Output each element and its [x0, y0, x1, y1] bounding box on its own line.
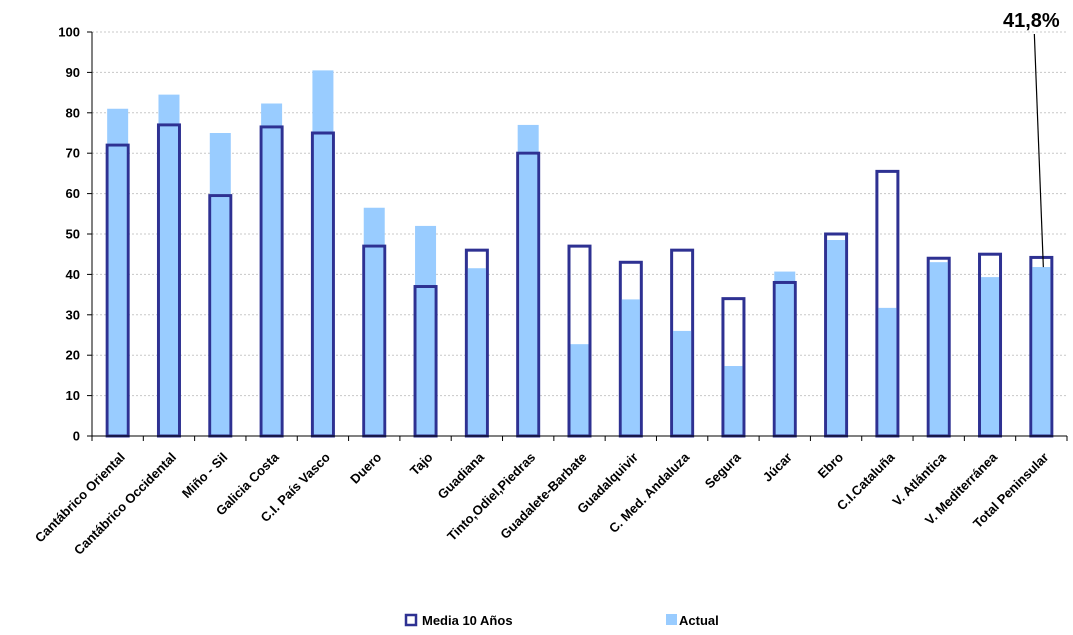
- bar-actual-inner: [827, 240, 846, 435]
- axes: [87, 31, 1068, 441]
- x-tick-label: Tajo: [407, 449, 436, 478]
- y-tick-label: 80: [66, 105, 80, 120]
- annotation: 41,8%: [1003, 10, 1060, 268]
- legend-swatch-media: [404, 613, 418, 627]
- y-tick-label: 100: [58, 25, 80, 40]
- x-tick-label: Duero: [347, 449, 384, 486]
- bar-actual-inner: [262, 128, 281, 435]
- x-tick-label: Guadiana: [434, 449, 487, 502]
- annotation-label: 41,8%: [1003, 10, 1060, 32]
- y-tick-label: 0: [73, 429, 80, 444]
- y-tick-labels: 0 10 20 30 40 50 60 70 80 90 100: [58, 25, 80, 444]
- bar-actual-inner: [519, 154, 538, 435]
- y-tick-label: 40: [66, 267, 80, 282]
- bar-actual-inner: [724, 366, 743, 435]
- y-tick-label: 30: [66, 307, 80, 322]
- x-tick-label: Ebro: [815, 449, 847, 481]
- gridlines: [92, 31, 1067, 397]
- bar-actual-inner: [313, 134, 332, 435]
- x-tick-label: Segura: [702, 449, 744, 491]
- x-tick-label: Tinto,Odiel,Piedras: [444, 450, 538, 544]
- y-tick-label: 50: [66, 227, 80, 242]
- bar-actual-inner: [211, 197, 230, 435]
- bar-actual-inner: [159, 126, 178, 435]
- annotation-leader-line: [1033, 33, 1044, 268]
- x-tick-label: Guadalete-Barbate: [497, 450, 589, 542]
- bar-actual-inner: [775, 283, 794, 435]
- legend-label-media: Media 10 Años: [422, 613, 513, 628]
- bar-actual-inner: [673, 330, 692, 435]
- x-tick-label: Cantábrico Occidental: [71, 450, 179, 558]
- y-tick-label: 20: [66, 348, 80, 363]
- bar-actual-inner: [1032, 267, 1051, 435]
- x-tick-label: Cantábrico Oriental: [32, 450, 128, 546]
- legend: Media 10 Años Actual: [404, 613, 719, 628]
- x-tick-label: Júcar: [760, 450, 795, 485]
- bar-actual-inner: [365, 247, 384, 435]
- legend-swatch-actual: [666, 614, 677, 625]
- bar-actual-inner: [416, 288, 435, 435]
- x-tick-label: Miño - Sil: [179, 450, 230, 501]
- y-tick-label: 70: [66, 146, 80, 161]
- y-tick-label: 60: [66, 186, 80, 201]
- bar-actual-inner: [929, 262, 948, 435]
- legend-label-actual: Actual: [679, 613, 719, 628]
- bar-actual-inner: [981, 277, 1000, 435]
- bar-actual-inner: [467, 268, 486, 435]
- y-tick-label: 10: [66, 388, 80, 403]
- bar-actual-inner: [621, 299, 640, 435]
- bar-actual-inner: [108, 146, 127, 435]
- bar-actual-inner: [878, 307, 897, 435]
- bars: [105, 70, 1054, 438]
- y-tick-label: 90: [66, 65, 80, 80]
- bar-actual-inner: [570, 344, 589, 435]
